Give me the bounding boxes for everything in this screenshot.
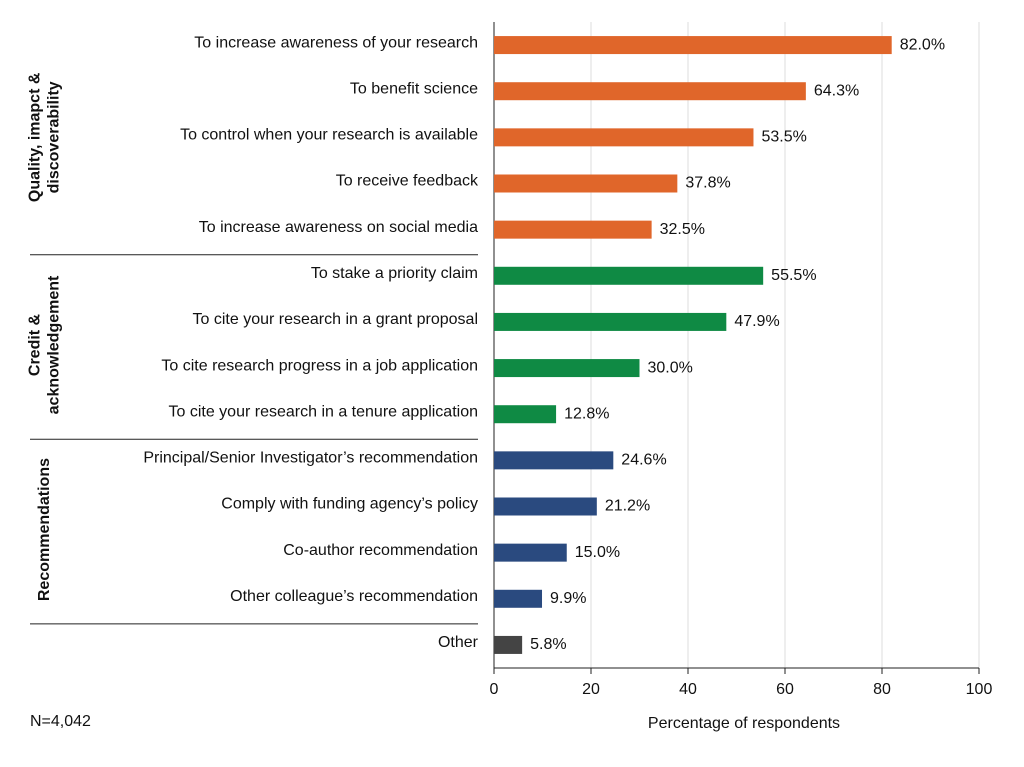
bar	[494, 266, 764, 285]
value-label: 5.8%	[530, 636, 566, 653]
y-tick-label: To increase awareness on social media	[199, 219, 478, 236]
bar	[494, 220, 652, 239]
value-label: 82.0%	[900, 36, 945, 53]
value-label: 55.5%	[771, 267, 816, 284]
x-tick-label: 40	[679, 681, 697, 698]
y-tick-label: Other	[438, 634, 479, 651]
x-tick-label: 0	[490, 681, 499, 698]
y-tick-label: Principal/Senior Investigator’s recommen…	[143, 450, 478, 467]
y-tick-label: Co-author recommendation	[283, 542, 478, 559]
value-label: 47.9%	[734, 313, 779, 330]
y-tick-label: To cite your research in a grant proposa…	[193, 311, 478, 328]
group-label-line: Credit &	[27, 313, 44, 376]
bar	[494, 497, 597, 516]
group-label-line: acknowledgement	[46, 275, 63, 414]
value-label: 37.8%	[685, 175, 730, 192]
y-tick-label: To cite your research in a tenure applic…	[168, 403, 478, 420]
bar	[494, 82, 806, 101]
bar	[494, 128, 754, 147]
group-label: Credit & acknowledgement	[27, 275, 63, 414]
group-label-line: discoverability	[46, 81, 63, 193]
value-label: 64.3%	[814, 82, 859, 99]
group-label: Recommendations	[36, 458, 53, 601]
y-tick-label: To stake a priority claim	[311, 265, 478, 282]
x-axis-label: Percentage of respondents	[648, 715, 840, 732]
value-label: 30.0%	[648, 359, 693, 376]
note: N=4,042	[30, 713, 91, 730]
value-label: 15.0%	[575, 544, 620, 561]
value-label: 9.9%	[550, 590, 586, 607]
group-label-line: Quality, imapct &	[27, 72, 44, 202]
bar	[494, 405, 557, 424]
y-tick-label: Other colleague’s recommendation	[230, 588, 478, 605]
y-tick-label: To cite research progress in a job appli…	[161, 357, 478, 374]
group-label: Quality, imapct & discoverability	[27, 72, 63, 202]
x-tick-label: 80	[873, 681, 891, 698]
x-tick-label: 20	[582, 681, 600, 698]
y-tick-label: To receive feedback	[336, 173, 479, 190]
value-label: 12.8%	[564, 405, 609, 422]
value-label: 21.2%	[605, 498, 650, 515]
x-tick-label: 60	[776, 681, 794, 698]
group-label-line: Recommendations	[36, 458, 53, 601]
bar	[494, 36, 892, 55]
x-tick-label: 100	[966, 681, 993, 698]
y-tick-label: To benefit science	[350, 80, 478, 97]
bar	[494, 312, 727, 331]
y-tick-label: Comply with funding agency’s policy	[221, 496, 478, 513]
bar	[494, 174, 678, 193]
y-tick-label: To increase awareness of your research	[194, 34, 478, 51]
value-label: 24.6%	[621, 452, 666, 469]
value-label: 32.5%	[660, 221, 705, 238]
y-tick-label: To control when your research is availab…	[180, 127, 478, 144]
value-label: 53.5%	[761, 129, 806, 146]
bar	[494, 589, 543, 608]
bar	[494, 451, 614, 470]
bar	[494, 635, 523, 654]
bar	[494, 543, 567, 562]
bar	[494, 359, 640, 378]
